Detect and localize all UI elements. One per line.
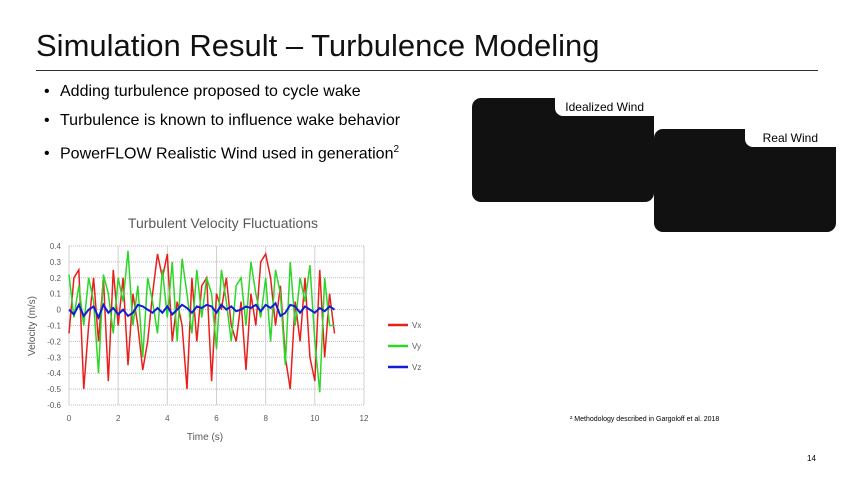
x-tick-label: 10: [310, 414, 319, 423]
page-number: 14: [807, 454, 816, 463]
bullet-list: • Adding turbulence proposed to cycle wak…: [44, 82, 400, 173]
image-label: Idealized Wind: [555, 98, 654, 116]
series-line-vz: [68, 301, 336, 321]
bullet-item: • Turbulence is known to influence wake b…: [44, 112, 401, 129]
idealized-wind-image: Idealized Wind: [472, 98, 654, 202]
x-tick-label: 8: [263, 414, 268, 423]
bullet-text: PowerFLOW Realistic Wind used in generat…: [60, 145, 394, 163]
x-tick-label: 12: [360, 414, 369, 423]
y-tick-label: 0.1: [50, 290, 62, 299]
y-tick-label: -0.2: [47, 337, 61, 346]
bullet-text: Turbulence is known to influence wake be…: [60, 112, 401, 129]
bullet-item: • Adding turbulence proposed to cycle wak…: [44, 83, 361, 100]
y-tick-label: -0.1: [47, 322, 61, 331]
y-tick-label: 0: [57, 306, 62, 315]
legend-label: Vz: [412, 363, 421, 372]
x-axis-label: Time (s): [187, 432, 223, 443]
real-wind-image: Real Wind: [654, 129, 836, 232]
series-line-vy: [68, 250, 335, 393]
title-divider: [36, 70, 818, 71]
y-tick-label: -0.6: [47, 401, 61, 410]
y-tick-label: -0.5: [47, 385, 61, 394]
y-axis-label: Velocity (m/s): [27, 296, 38, 356]
image-label: Real Wind: [744, 129, 836, 147]
footnote-ref: 2: [393, 144, 400, 155]
chart-title: Turbulent Velocity Fluctuations: [128, 215, 318, 231]
bullet-item: • PowerFLOW Realistic Wind used in genera…: [44, 144, 400, 163]
y-tick-label: 0.2: [50, 274, 62, 283]
y-tick-label: -0.4: [47, 369, 61, 378]
legend-label: Vx: [412, 321, 421, 330]
x-tick-label: 6: [214, 414, 219, 423]
y-tick-label: -0.3: [47, 353, 61, 362]
series-line-vx: [68, 251, 336, 390]
x-tick-label: 2: [116, 414, 121, 423]
x-tick-label: 4: [165, 414, 170, 423]
y-tick-label: 0.4: [50, 242, 62, 251]
slide-title: Simulation Result – Turbulence Modeling: [36, 28, 600, 63]
bullet-text: Adding turbulence proposed to cycle wake: [60, 83, 361, 100]
legend-label: Vy: [412, 342, 421, 351]
x-tick-label: 0: [67, 414, 72, 423]
footnote: ² Methodology described in Gargoloff et …: [570, 416, 720, 423]
y-tick-label: 0.3: [50, 258, 62, 267]
